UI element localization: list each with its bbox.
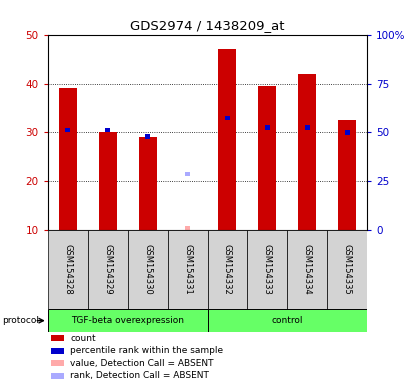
Bar [51, 335, 64, 341]
Bar [168, 230, 208, 309]
Bar [99, 132, 117, 230]
Text: percentile rank within the sample: percentile rank within the sample [70, 346, 223, 355]
Text: protocol: protocol [2, 316, 39, 325]
Text: TGF-beta overexpression: TGF-beta overexpression [71, 316, 184, 325]
Bar [51, 373, 64, 379]
Bar [51, 348, 64, 354]
Text: GSM154330: GSM154330 [143, 244, 152, 295]
Bar [247, 230, 287, 309]
Bar [145, 134, 150, 139]
Bar [208, 230, 247, 309]
Bar [208, 309, 367, 332]
Text: GSM154335: GSM154335 [343, 244, 352, 295]
Bar [88, 230, 128, 309]
Bar [48, 230, 88, 309]
Text: rank, Detection Call = ABSENT: rank, Detection Call = ABSENT [70, 371, 209, 380]
Bar [338, 120, 356, 230]
Bar [48, 309, 208, 332]
Text: GSM154328: GSM154328 [63, 244, 72, 295]
Text: value, Detection Call = ABSENT: value, Detection Call = ABSENT [70, 359, 214, 368]
Bar [59, 88, 77, 230]
Text: GSM154333: GSM154333 [263, 244, 272, 295]
Text: count: count [70, 334, 96, 343]
Bar [298, 74, 316, 230]
Text: GDS2974 / 1438209_at: GDS2974 / 1438209_at [130, 19, 285, 32]
Bar [259, 86, 276, 230]
Bar [287, 230, 327, 309]
Bar [344, 130, 350, 135]
Bar [65, 128, 71, 132]
Text: GSM154331: GSM154331 [183, 244, 192, 295]
Text: GSM154329: GSM154329 [103, 245, 112, 295]
Text: GSM154334: GSM154334 [303, 244, 312, 295]
Bar [305, 126, 310, 130]
Bar [185, 172, 190, 176]
Bar [105, 128, 110, 132]
Bar [218, 49, 237, 230]
Bar [139, 137, 156, 230]
Bar [185, 225, 190, 230]
Bar [51, 360, 64, 366]
Bar [128, 230, 168, 309]
Text: GSM154332: GSM154332 [223, 244, 232, 295]
Text: control: control [272, 316, 303, 325]
Bar [327, 230, 367, 309]
Bar [225, 116, 230, 120]
Bar [265, 126, 270, 130]
